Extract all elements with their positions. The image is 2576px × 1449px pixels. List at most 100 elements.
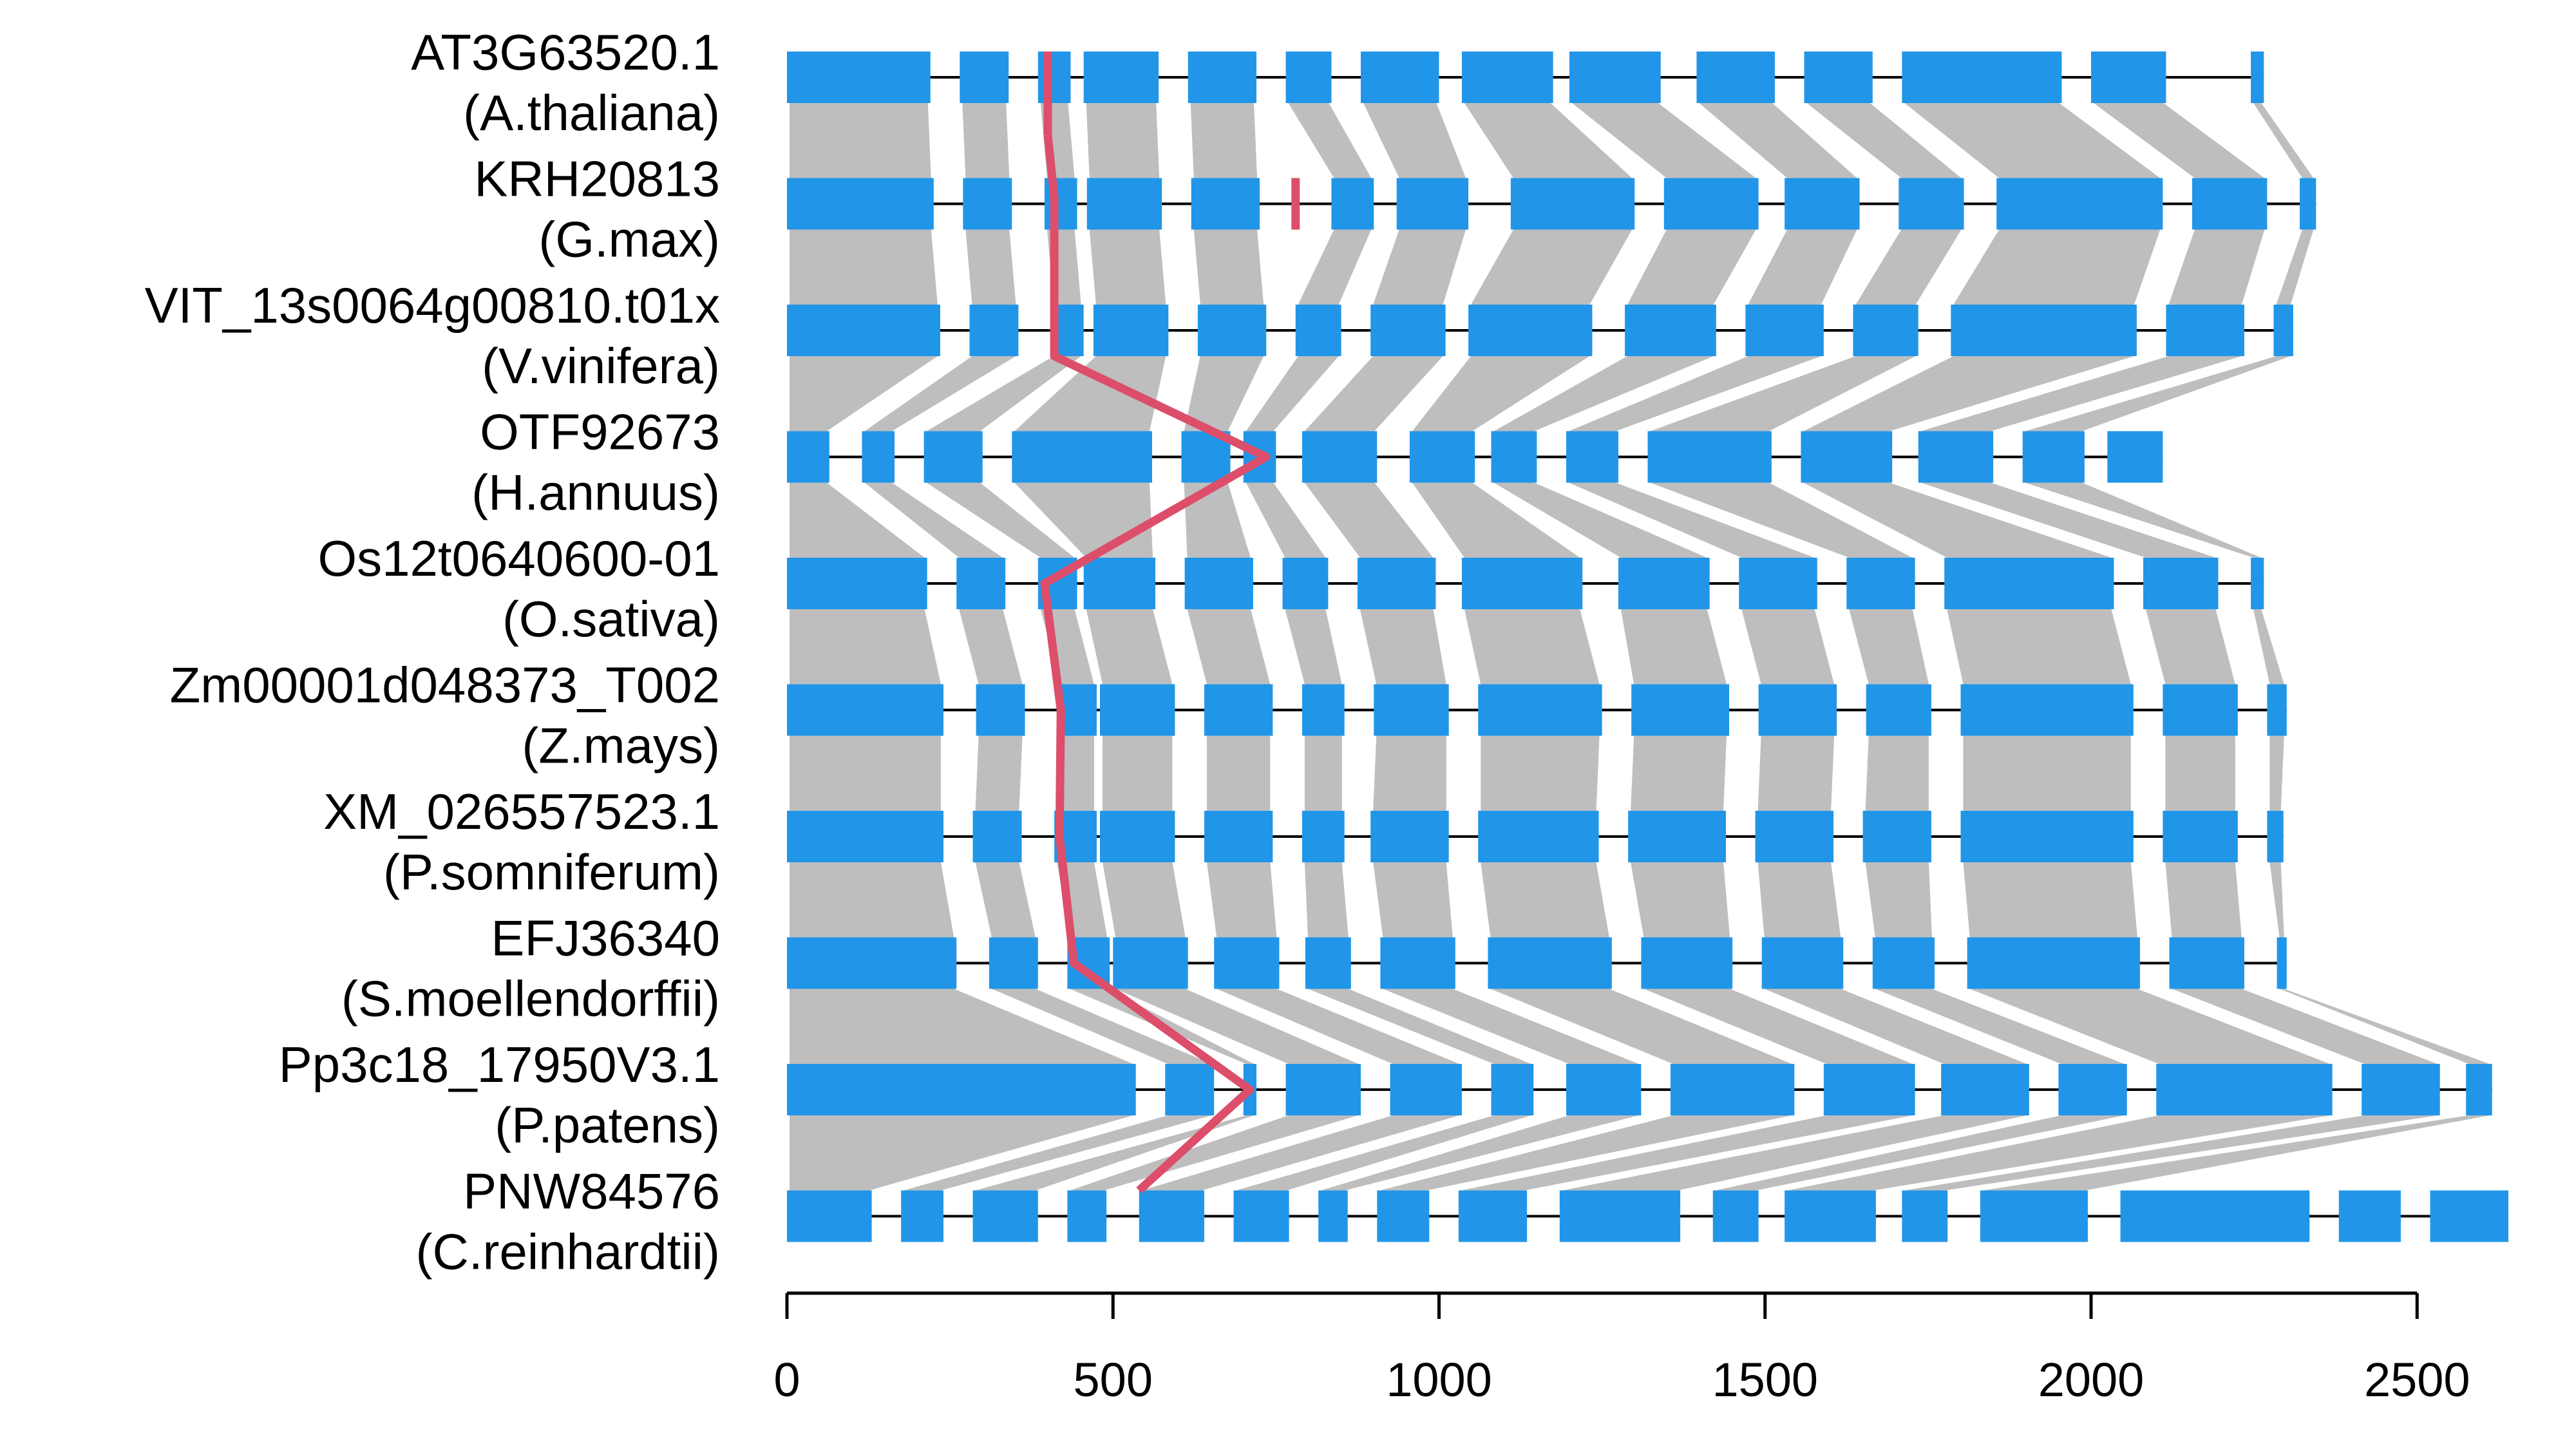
alignment-band xyxy=(1321,1115,1639,1191)
alignment-band xyxy=(1643,989,1913,1064)
exon-block xyxy=(787,305,940,356)
exon-block xyxy=(1785,1190,1876,1242)
alignment-band xyxy=(1803,482,2112,558)
alignment-band xyxy=(1741,609,1835,685)
alignment-band xyxy=(1481,862,1609,938)
exon-block xyxy=(2300,178,2316,230)
exon-block xyxy=(1409,431,1475,483)
exon-block xyxy=(1902,52,2062,103)
exon-block xyxy=(2267,811,2284,862)
alignment-band xyxy=(1304,862,1349,938)
exon-block xyxy=(1804,52,1873,103)
exon-block xyxy=(787,558,927,609)
species-label: (O.sativa) xyxy=(502,591,720,647)
exon-block xyxy=(1188,52,1256,103)
alignment-band xyxy=(2172,989,2438,1064)
exon-block xyxy=(1696,52,1775,103)
exon-block xyxy=(2466,1064,2492,1115)
alignment-band xyxy=(1904,1115,2438,1191)
exon-block xyxy=(1083,558,1156,609)
exon-block xyxy=(1461,52,1553,103)
exon-block xyxy=(1872,937,1935,989)
alignment-band xyxy=(1471,229,1633,305)
exon-block xyxy=(1488,937,1612,989)
exon-block xyxy=(1100,684,1175,736)
alignment-band xyxy=(1757,862,1841,938)
alignment-band xyxy=(1920,482,2216,558)
exon-block xyxy=(787,1064,1136,1115)
exon-block xyxy=(923,431,983,483)
alignment-band xyxy=(2279,989,2490,1064)
x-tick-label: 1000 xyxy=(1386,1353,1492,1406)
exon-block xyxy=(1478,684,1602,736)
alignment-band xyxy=(1089,229,1166,305)
alignment-band xyxy=(1803,356,2134,431)
exon-block xyxy=(1302,431,1378,483)
alignment-band xyxy=(2168,229,2265,305)
gene-name-label: Pp3c18_17950V3.1 xyxy=(279,1036,720,1093)
alignment-band xyxy=(864,482,1003,558)
exon-block xyxy=(1866,684,1931,736)
exon-block xyxy=(1663,178,1759,230)
exon-block xyxy=(787,52,931,103)
species-label: (P.patens) xyxy=(495,1097,720,1153)
exon-block xyxy=(972,1190,1038,1242)
alignment-band xyxy=(1103,862,1186,938)
species-label: (P.somniferum) xyxy=(383,844,720,900)
alignment-band xyxy=(2165,862,2242,938)
alignment-band xyxy=(1493,356,1714,431)
exon-block xyxy=(1191,178,1260,230)
exon-block xyxy=(2273,305,2293,356)
exon-block xyxy=(1758,684,1837,736)
alignment-band xyxy=(1288,103,1372,178)
exon-block xyxy=(1458,1190,1528,1242)
exon-block xyxy=(1204,811,1273,862)
exon-block xyxy=(1331,178,1374,230)
exon-block xyxy=(1491,1064,1534,1115)
alignment-band xyxy=(1217,989,1459,1064)
gene-name-label: OTF92673 xyxy=(480,404,720,460)
exon-block xyxy=(2267,684,2287,736)
alignment-band xyxy=(1373,735,1446,811)
alignment-band xyxy=(1855,229,1962,305)
alignment-band xyxy=(1464,609,1600,685)
alignment-band xyxy=(790,482,925,558)
exon-block xyxy=(2143,558,2219,609)
species-label: (A.thaliana) xyxy=(463,84,720,141)
exon-block xyxy=(1083,52,1159,103)
alignment-band xyxy=(1849,609,1929,685)
alignment-band xyxy=(790,609,941,685)
exon-block xyxy=(2156,1064,2333,1115)
exon-block xyxy=(1944,558,2114,609)
alignment-band xyxy=(1865,735,1929,811)
alignment-band xyxy=(1699,103,1857,178)
alignment-band xyxy=(975,735,1023,811)
alignment-band xyxy=(1806,103,1962,178)
alignment-band xyxy=(2165,735,2235,811)
gene-name-label: AT3G63520.1 xyxy=(411,24,720,80)
species-label: (V.vinifera) xyxy=(482,337,720,394)
alignment-band xyxy=(1207,862,1277,938)
alignment-band xyxy=(1207,735,1271,811)
alignment-band xyxy=(1307,989,1531,1064)
exon-block xyxy=(787,431,829,483)
alignment-band xyxy=(1464,103,1633,178)
alignment-band xyxy=(1236,1115,1531,1191)
alignment-band xyxy=(1103,735,1173,811)
exon-block xyxy=(1165,1064,1215,1115)
alignment-band xyxy=(991,989,1212,1064)
alignment-band xyxy=(1193,229,1264,305)
alignment-band xyxy=(1014,356,1166,431)
alignment-band xyxy=(965,229,1016,305)
alignment-band xyxy=(2269,735,2284,811)
exon-block xyxy=(1739,558,1817,609)
exon-block xyxy=(1204,684,1273,736)
alignment-band xyxy=(1461,1115,1913,1191)
exon-block xyxy=(1390,1064,1462,1115)
exon-block xyxy=(1628,811,1726,862)
exon-block xyxy=(1902,1190,1948,1242)
alignment-band xyxy=(1184,482,1251,558)
alignment-band xyxy=(790,989,1133,1064)
exon-block xyxy=(1461,558,1583,609)
